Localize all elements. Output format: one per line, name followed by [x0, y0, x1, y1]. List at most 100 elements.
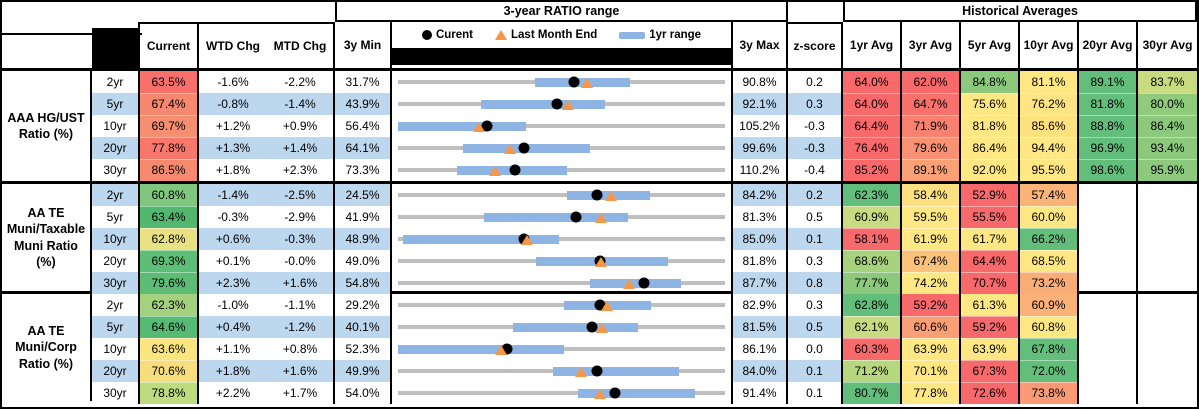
wtd-chg-column-header: WTD Chg	[199, 22, 267, 68]
last-month-triangle-marker	[473, 122, 486, 132]
historical-avg-value: 76.4%	[843, 137, 902, 159]
historical-avg-value	[1079, 184, 1138, 206]
one-year-range-bar	[481, 99, 605, 109]
last-month-triangle-marker	[595, 257, 608, 267]
group-rows: 2yr 62.3% -1.0% -1.1% 29.2% 82.9% 0.3 62.8% 59.2…	[92, 294, 1197, 404]
historical-avg-value: 62.1%	[843, 316, 902, 338]
wtd-change-value: +2.2%	[215, 386, 251, 400]
3y-max-value: 110.2%	[733, 159, 788, 181]
mtd-change-value: +2.3%	[267, 159, 335, 181]
historical-avg-value: 68.5%	[1020, 250, 1079, 272]
3y-min-value: 49.0%	[335, 250, 392, 272]
last-month-triangle-marker	[504, 144, 517, 154]
historical-avg-value: 64.4%	[843, 115, 902, 137]
historical-avg-value: 72.6%	[961, 382, 1020, 404]
20yr-avg-column-header: 20yr Avg	[1079, 22, 1138, 68]
historical-avg-value	[1138, 294, 1197, 316]
group-rows: 2yr 63.5% -1.6% -2.2% 31.7% 90.8% 0.2 64.0% 62.0…	[92, 71, 1197, 181]
tenor-label: 30yr	[92, 272, 140, 294]
mtd-change-value: -1.1%	[267, 294, 335, 316]
historical-avg-value: 62.0%	[902, 71, 961, 93]
plot-legend: Curent Last Month End 1yr range	[392, 22, 731, 48]
historical-avg-value: 92.0%	[961, 159, 1020, 181]
3y-min-value: 31.7%	[335, 71, 392, 93]
3y-max-value: 82.9%	[733, 294, 788, 316]
mtd-chg-column-header: MTD Chg	[267, 22, 335, 68]
historical-avg-value: 70.1%	[902, 360, 961, 382]
current-dot-marker	[586, 321, 597, 333]
historical-avg-value: 71.9%	[902, 115, 961, 137]
historical-avg-value: 62.3%	[843, 184, 902, 206]
row-group: AA TE Muni/Taxable Muni Ratio (%) 2yr 60.8…	[2, 181, 1197, 294]
historical-avg-value	[1138, 184, 1197, 206]
historical-avg-value: 64.0%	[843, 71, 902, 93]
z-score-value: 0.0	[788, 338, 843, 360]
table-row: 20yr 77.8% +1.3% +1.4% 64.1% 99.6% -0.3 76.4% 79…	[92, 137, 1197, 159]
tenor-label: 2yr	[92, 184, 140, 206]
historical-avg-value: 79.6%	[902, 137, 961, 159]
range-plot	[392, 184, 733, 206]
1yr-avg-column-header: 1yr Avg	[843, 22, 902, 68]
historical-avg-value: 73.8%	[1020, 382, 1079, 404]
historical-avg-value: 75.6%	[961, 93, 1020, 115]
current-value: 64.6%	[140, 316, 199, 338]
current-value: 77.8%	[140, 137, 199, 159]
wtd-change-value: +1.3%	[199, 137, 267, 159]
tenor-label: 30yr	[92, 382, 140, 404]
historical-avg-value: 73.2%	[1020, 272, 1079, 294]
range-plot-area	[398, 228, 725, 250]
3y-min-value: 41.9%	[335, 206, 392, 228]
historical-avg-value: 89.1%	[1079, 71, 1138, 93]
tenor-label: 10yr	[92, 228, 140, 250]
current-dot-marker	[594, 299, 606, 311]
mtd-change-value: +1.6%	[267, 272, 335, 294]
wtd-change-value: +2.3%	[199, 272, 267, 294]
z-score-value: 0.2	[788, 184, 843, 206]
historical-avg-value: 76.2%	[1020, 93, 1079, 115]
3y-max-value: 99.6%	[733, 137, 788, 159]
historical-avg-value: 64.0%	[843, 93, 902, 115]
current-value: 63.5%	[140, 71, 199, 93]
current-value: 62.3%	[140, 294, 199, 316]
3y-min-value: 29.2%	[335, 294, 392, 316]
historical-avg-value: 86.4%	[961, 137, 1020, 159]
historical-avg-value: 96.9%	[1079, 137, 1138, 159]
table-row: 2yr 63.5% -1.6% -2.2% 31.7% 90.8% 0.2 64.0% 62.0…	[92, 71, 1197, 93]
z-score-value: 0.8	[788, 272, 843, 294]
historical-avg-value	[1138, 206, 1197, 228]
current-value: 63.6%	[140, 338, 199, 360]
mtd-change-value: -2.2%	[267, 71, 335, 93]
historical-avg-value: 85.6%	[1020, 115, 1079, 137]
tenor-label: 5yr	[92, 206, 140, 228]
tenor-label: 2yr	[92, 294, 140, 316]
historical-avg-value: 98.6%	[1079, 159, 1138, 181]
range-track	[398, 193, 725, 197]
3y-max-value: 86.1%	[733, 338, 788, 360]
current-dot-marker	[551, 98, 563, 110]
table-body: AAA HG/UST Ratio (%) 2yr 63.5% -1.6% -2.2% 31…	[2, 71, 1197, 404]
group-label: AA TE Muni/Corp Ratio (%)	[2, 294, 92, 401]
range-track	[398, 391, 725, 395]
last-month-triangle-marker	[595, 323, 608, 333]
table-row: 2yr 60.8% -1.4% -2.5% 24.5% 84.2% 0.2 62.3% 58.4…	[92, 184, 1197, 206]
historical-avg-value: 81.8%	[961, 115, 1020, 137]
z-score-value: -0.3	[788, 115, 843, 137]
range-plot	[392, 272, 733, 294]
3y-min-value: 43.9%	[335, 93, 392, 115]
historical-avg-value: 86.4%	[1138, 115, 1197, 137]
historical-avg-value: 77.7%	[843, 272, 902, 294]
historical-avg-value: 64.4%	[961, 250, 1020, 272]
current-dot-marker	[518, 142, 530, 154]
current-column-header: Current	[140, 22, 199, 68]
30yr-avg-column-header: 30yr Avg	[1142, 38, 1193, 52]
mtd-change-value: +0.9%	[267, 115, 335, 137]
historical-avg-value	[1138, 338, 1197, 360]
wtd-change-value: +1.1%	[215, 342, 251, 356]
wtd-change-value: -1.4%	[199, 184, 267, 206]
range-plot-area	[398, 159, 725, 181]
mtd-change-value: -2.9%	[267, 206, 335, 228]
historical-avg-value: 63.9%	[902, 338, 961, 360]
historical-avg-value	[1138, 316, 1197, 338]
historical-avg-value	[1138, 360, 1197, 382]
3yr-avg-column-header: 3yr Avg	[902, 22, 961, 68]
